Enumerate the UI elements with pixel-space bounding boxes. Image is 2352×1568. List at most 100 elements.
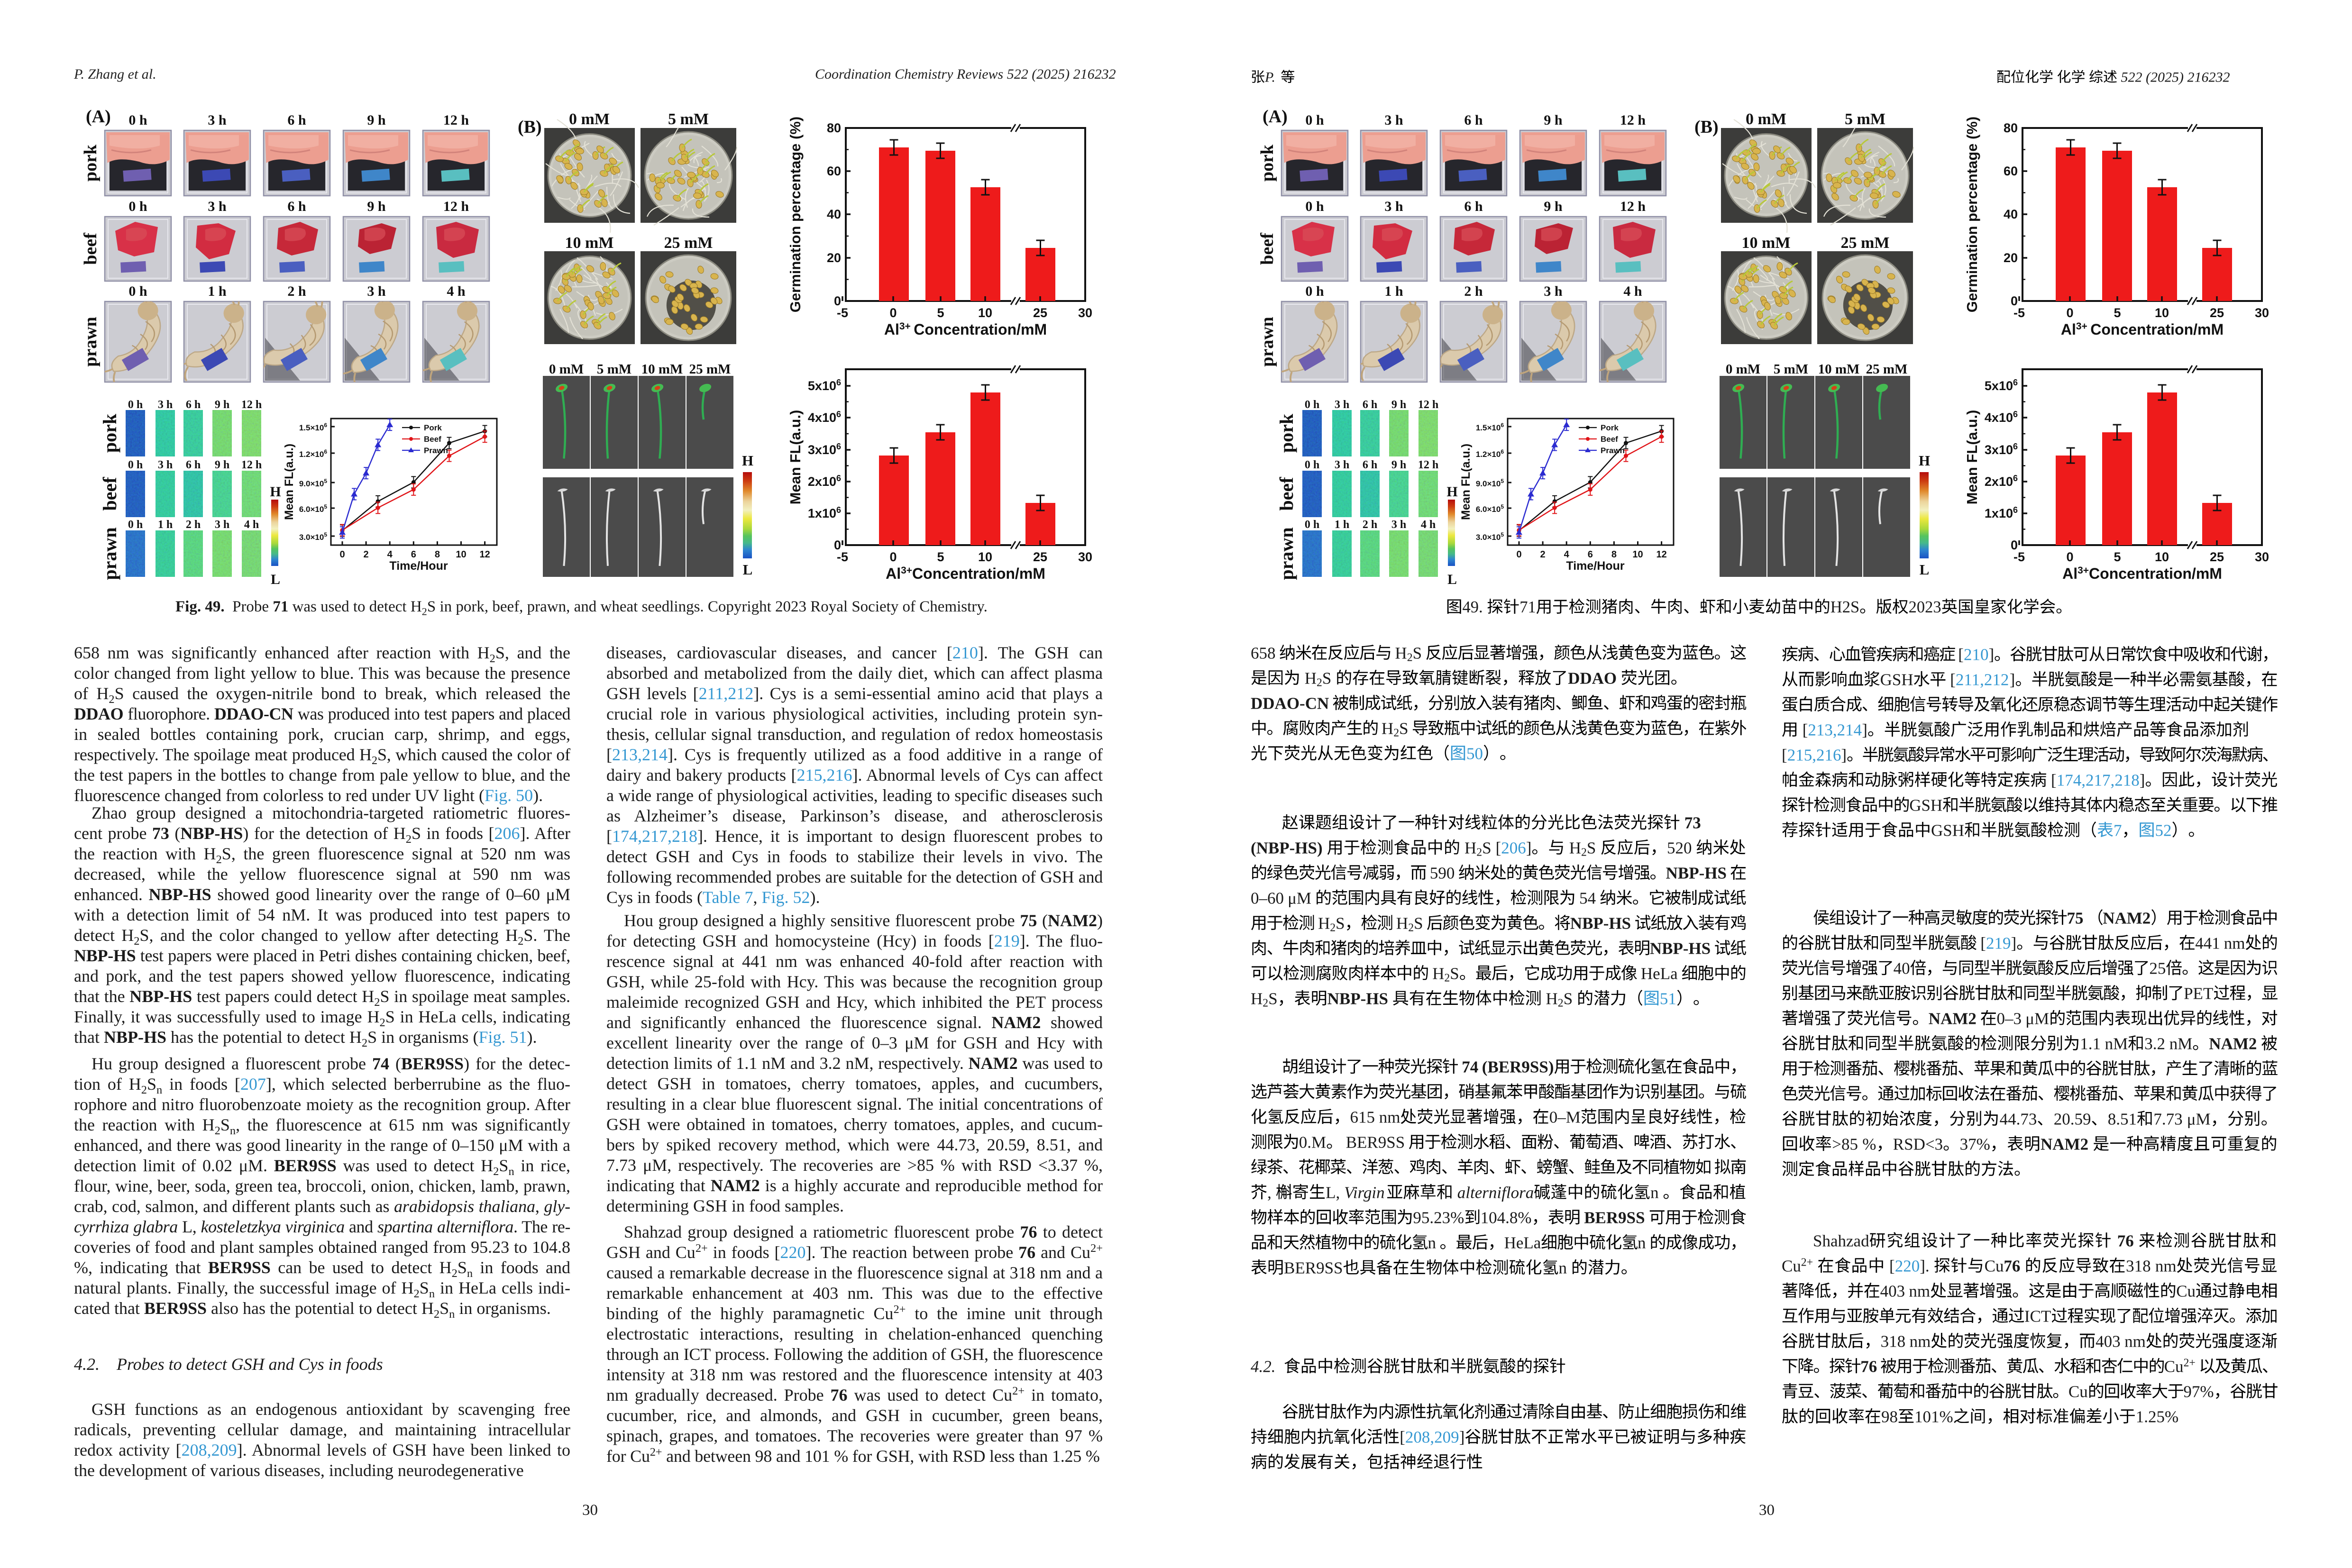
svg-text:0 h: 0 h [128,112,147,128]
svg-text:0 mM: 0 mM [569,110,610,128]
svg-text:76: 76 [1860,1357,1877,1376]
svg-text:5x106: 5x106 [808,378,841,393]
svg-text:2: 2 [1263,997,1268,1010]
svg-text:H: H [1318,914,1330,932]
svg-text:4.2.: 4.2. [1251,1357,1276,1376]
svg-text:60: 60 [827,164,841,178]
svg-text:2: 2 [1476,847,1482,859]
svg-text:H: H [1464,839,1476,857]
svg-text:3 h: 3 h [1391,519,1406,531]
svg-text:1.2×106: 1.2×106 [1476,448,1504,459]
svg-text:1x106: 1x106 [808,505,841,520]
svg-text:μM: μM [1288,889,1311,907]
svg-text:[: [ [1950,670,1956,689]
svg-text:25 mM: 25 mM [664,234,713,252]
svg-text:-5: -5 [837,550,848,564]
svg-text:GSH: GSH [1880,670,1913,689]
svg-text:12 h: 12 h [1418,399,1438,411]
svg-text:95.23%: 95.23% [1413,1208,1464,1227]
svg-text:0 h: 0 h [128,399,143,411]
svg-text:S: S [1399,719,1408,738]
svg-text:2: 2 [1330,922,1336,934]
svg-text:9.0×105: 9.0×105 [1476,478,1504,488]
svg-text:3 h: 3 h [1384,112,1403,128]
svg-text:(A): (A) [86,107,111,127]
svg-text:3 h: 3 h [208,199,227,214]
svg-text:Time/Hour: Time/Hour [389,559,448,573]
svg-text:1 h: 1 h [1384,283,1403,299]
svg-text:L: L [271,572,280,585]
svg-text:40: 40 [1894,959,1910,977]
svg-text:L: L [1447,572,1457,585]
svg-text:3 h: 3 h [1335,399,1349,411]
svg-text:5 mM: 5 mM [1845,110,1885,128]
svg-text:]: ] [1841,746,1847,764]
svg-text:9 h: 9 h [1544,112,1563,128]
svg-text:0: 0 [889,550,897,564]
svg-text:441: 441 [2195,934,2220,952]
svg-text:(BER9SS): (BER9SS) [1482,1057,1554,1076]
svg-text:50: 50 [1466,744,1483,763]
svg-text:74: 74 [1462,1057,1478,1076]
svg-text:Pork: Pork [424,423,442,432]
svg-text:174,217,218: 174,217,218 [2057,771,2140,789]
svg-text:S: S [1413,644,1422,662]
svg-text:3x106: 3x106 [808,442,841,457]
svg-text:54: 54 [1579,889,1596,907]
svg-text:615: 615 [1350,1108,1375,1126]
svg-text:219: 219 [1986,934,2011,952]
svg-text:beef: beef [81,232,101,265]
svg-text:76: 76 [2004,1257,2020,1275]
svg-text:7: 7 [2114,821,2122,839]
svg-text:403: 403 [1880,1282,1905,1300]
svg-text:3.0×105: 3.0×105 [1476,531,1504,542]
svg-text:NAM2: NAM2 [2103,909,2151,927]
svg-text:[: [ [1803,720,1808,739]
svg-text:0 h: 0 h [1305,112,1324,128]
svg-text:6: 6 [1588,549,1593,560]
svg-text:0 h: 0 h [128,283,147,299]
svg-text:40: 40 [827,207,841,221]
svg-text:S: S [1414,914,1423,932]
svg-text:].: ]. [1920,1257,1929,1275]
svg-text:6: 6 [411,549,416,560]
svg-text:0: 0 [1516,549,1521,560]
svg-text:12 h: 12 h [443,199,469,214]
svg-text:6 h: 6 h [186,399,201,411]
svg-text:S: S [1322,669,1331,687]
svg-text:4: 4 [1564,549,1570,560]
svg-text:]: ] [1526,839,1532,857]
svg-text:10: 10 [1632,549,1643,560]
svg-text:2 h: 2 h [186,519,201,531]
svg-text:3 h: 3 h [367,283,386,299]
svg-text:0 h: 0 h [128,519,143,531]
svg-text:GSH: GSH [1909,796,1942,814]
svg-text:]: ] [1862,720,1867,739]
svg-text:3.2: 3.2 [2144,1034,2165,1053]
svg-text:8.51: 8.51 [2108,1110,2137,1128]
svg-text:P.: P. [1264,70,1275,85]
svg-text:25: 25 [1033,306,1047,320]
svg-text:PET: PET [2184,984,2213,1003]
svg-text:H: H [1432,964,1444,983]
svg-text:6 h: 6 h [1363,459,1377,471]
svg-text:37%: 37% [1960,1135,1990,1153]
svg-text:75: 75 [2067,909,2084,927]
svg-text:nm: nm [1379,1108,1400,1126]
svg-text:nm: nm [2124,1332,2146,1350]
svg-text:S: S [1564,989,1573,1008]
svg-text:Cu: Cu [1985,1257,2004,1275]
svg-text:Beef: Beef [1601,435,1618,444]
svg-text:[: [ [2051,771,2057,789]
svg-text:6.0×105: 6.0×105 [299,503,327,514]
svg-text:H: H [1446,484,1457,500]
svg-text:0 h: 0 h [128,199,147,214]
svg-text:L: L [743,561,753,578]
svg-text:Virgin: Virgin [1344,1183,1385,1202]
svg-text:3.0×105: 3.0×105 [299,531,327,542]
svg-text:51: 51 [1660,989,1676,1008]
svg-text:Cu: Cu [2176,1282,2196,1300]
svg-text:Germination percentage (%): Germination percentage (%) [787,117,804,312]
svg-text:(B): (B) [1694,117,1719,137]
svg-text:6 h: 6 h [1464,112,1483,128]
